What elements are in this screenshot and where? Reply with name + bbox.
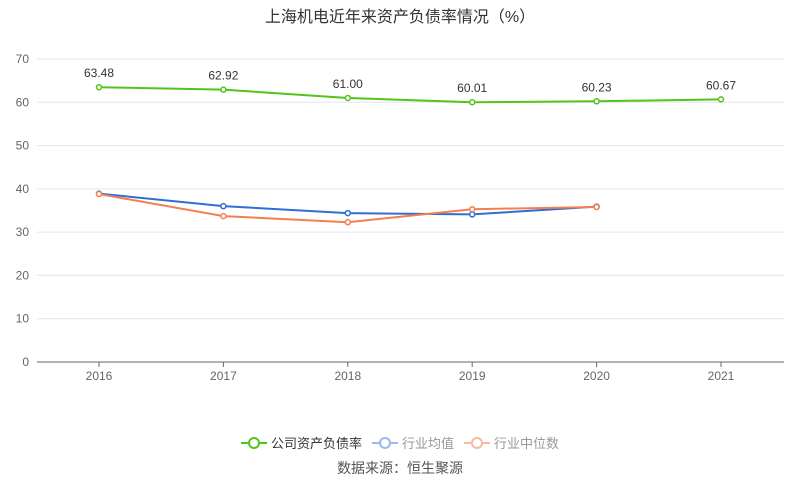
data-point: [593, 203, 600, 211]
x-tick-label: 2016: [86, 369, 113, 383]
data-point: [468, 205, 476, 213]
x-tick-label: 2018: [334, 369, 361, 383]
data-point: [95, 83, 103, 91]
data-point: [344, 94, 352, 102]
legend-label: 行业均值: [401, 436, 454, 451]
y-tick-label: 0: [22, 355, 29, 369]
data-point: [593, 98, 600, 105]
data-point: [344, 209, 352, 217]
legend-label: 行业中位数: [494, 436, 560, 451]
x-tick-label: 2019: [459, 369, 486, 383]
legend-marker-icon: [240, 436, 267, 449]
data-point: [344, 218, 352, 226]
data-point: [220, 212, 227, 220]
data-point: [468, 98, 476, 106]
data-label: 63.48: [84, 66, 114, 80]
data-label: 61.00: [333, 77, 363, 91]
data-label: 60.67: [706, 78, 736, 92]
y-tick-label: 60: [16, 95, 30, 109]
data-point: [95, 190, 103, 198]
series-line: [98, 86, 722, 104]
data-point: [220, 202, 227, 210]
y-tick-label: 20: [16, 268, 30, 282]
x-tick-label: 2020: [583, 369, 610, 383]
y-tick-label: 40: [16, 182, 30, 196]
legend-marker-icon: [371, 436, 398, 449]
legend-item[interactable]: 公司资产负债率: [240, 433, 362, 452]
series-line: [98, 193, 597, 224]
y-tick-label: 50: [16, 139, 30, 153]
legend-marker-icon: [464, 436, 490, 449]
data-point: [468, 211, 476, 218]
data-label: 60.01: [457, 81, 487, 95]
x-tick-label: 2017: [210, 369, 237, 383]
legend: 公司资产负债率 行业均值 行业中位数: [0, 433, 800, 452]
data-label: 62.92: [208, 69, 238, 83]
data-point: [717, 96, 725, 103]
y-tick-label: 70: [16, 52, 30, 66]
legend-item[interactable]: 行业均值: [371, 433, 454, 452]
data-point: [220, 86, 227, 93]
y-tick-label: 10: [16, 312, 30, 326]
chart-title: 上海机电近年来资产负债率情况（%）: [264, 9, 536, 26]
legend-item[interactable]: 行业中位数: [464, 433, 559, 452]
y-tick-label: 30: [16, 225, 30, 239]
legend-label: 公司资产负债率: [270, 436, 362, 451]
source-note: 数据来源：恒生聚源: [337, 460, 463, 476]
data-label: 60.23: [582, 80, 612, 94]
x-tick-label: 2021: [708, 369, 735, 383]
